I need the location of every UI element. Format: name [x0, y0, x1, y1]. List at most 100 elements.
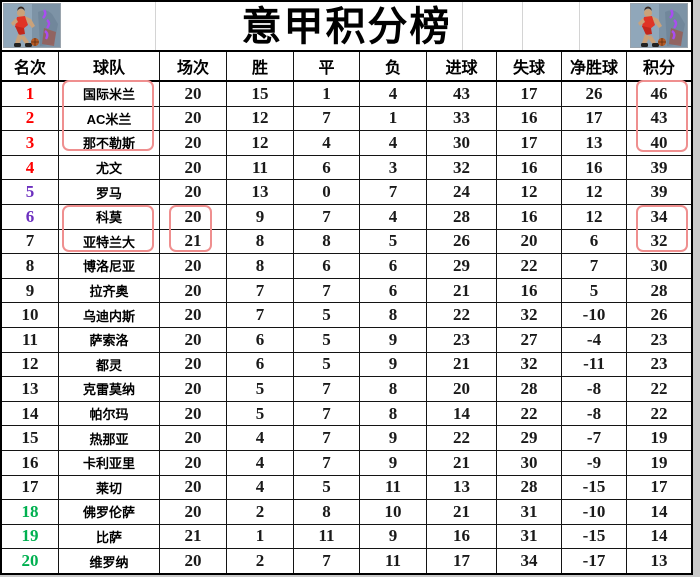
rank-value: 1 — [25, 83, 35, 103]
rank-value: 20 — [21, 551, 39, 571]
cell-ga: 16 — [497, 204, 562, 229]
cell-gd: -10 — [562, 500, 627, 524]
cell-gd: 6 — [562, 229, 627, 254]
page-title: 意甲积分榜 — [241, 4, 452, 49]
cell-played: 20 — [160, 475, 227, 500]
cell-gd: -7 — [562, 426, 627, 450]
loss-value: 9 — [388, 354, 398, 374]
ga-value: 12 — [520, 182, 538, 202]
cell-win: 4 — [227, 426, 294, 450]
ga-value: 32 — [520, 305, 538, 325]
cell-win: 9 — [227, 204, 294, 229]
draw-value: 7 — [322, 428, 331, 448]
cell-played: 20 — [160, 303, 227, 327]
gf-value: 21 — [453, 354, 470, 374]
rank-value: 5 — [25, 182, 35, 202]
column-header-9: 积分 — [642, 60, 675, 77]
ga-value: 28 — [520, 378, 538, 398]
cell-draw: 7 — [294, 106, 360, 131]
rank-value: 13 — [21, 378, 39, 398]
cell-pts: 17 — [627, 476, 691, 500]
cell-loss: 11 — [360, 475, 427, 500]
cell-win: 13 — [227, 180, 294, 204]
cell-played: 20 — [160, 180, 227, 204]
win-value: 4 — [255, 428, 265, 448]
cell-rank: 17 — [2, 475, 59, 500]
team-name: 亚特兰大 — [82, 234, 135, 250]
rank-value: 11 — [21, 329, 39, 349]
cell-win: 1 — [227, 524, 294, 549]
cell-gd: 13 — [562, 131, 627, 155]
cell-played: 20 — [160, 450, 227, 475]
cell-gd: -4 — [562, 327, 627, 352]
cell-played: 20 — [160, 327, 227, 352]
played-value: 20 — [184, 452, 202, 472]
cell-draw: 6 — [294, 155, 360, 180]
draw-value: 5 — [322, 477, 331, 497]
loss-value: 4 — [388, 132, 398, 152]
loss-value: 9 — [388, 526, 398, 546]
cell-loss: 6 — [360, 254, 427, 278]
cell-pts: 23 — [627, 328, 691, 352]
rank-value: 19 — [21, 526, 39, 546]
ga-value: 31 — [520, 501, 538, 521]
cell-gf: 21 — [427, 278, 497, 303]
table-row: 13 克雷莫纳 20 5 7 8 20 28 -8 22 — [2, 377, 691, 402]
loss-value: 8 — [388, 305, 398, 325]
cell-draw: 5 — [294, 475, 360, 500]
cell-draw: 7 — [294, 450, 360, 475]
cell-pts: 34 — [627, 205, 691, 229]
table-row: 1 国际米兰 20 15 1 4 43 17 26 46 — [2, 82, 691, 107]
gf-value: 24 — [453, 182, 470, 202]
played-value: 20 — [184, 354, 202, 374]
cell-rank: 3 — [2, 131, 59, 155]
cell-win: 11 — [227, 155, 294, 180]
cell-loss: 4 — [360, 204, 427, 229]
rank-value: 3 — [25, 132, 35, 152]
cell-loss: 10 — [360, 500, 427, 524]
table-row: 2 AC米兰 20 12 7 1 33 16 17 43 — [2, 106, 691, 132]
cell-rank: 19 — [2, 524, 59, 549]
gf-value: 33 — [453, 108, 470, 128]
cell-rank: 8 — [2, 254, 59, 278]
team-name: 国际米兰 — [82, 87, 135, 103]
rank-value: 6 — [25, 206, 35, 226]
cell-team: 莱切 — [59, 475, 160, 500]
pts-value: 23 — [650, 329, 668, 349]
played-value: 20 — [184, 182, 202, 202]
pts-value: 19 — [650, 452, 668, 472]
win-value: 6 — [255, 354, 265, 374]
ga-value: 16 — [520, 108, 538, 128]
table-row: 12 都灵 20 6 5 9 21 32 -11 23 — [2, 352, 691, 378]
table-row: 18 佛罗伦萨 20 2 8 10 21 31 -10 14 — [2, 500, 691, 525]
pts-value: 23 — [650, 354, 668, 374]
rank-value: 9 — [25, 280, 35, 300]
gd-value: -15 — [582, 526, 606, 546]
gd-value: -7 — [586, 428, 602, 448]
cell-played: 20 — [160, 500, 227, 524]
cell-draw: 5 — [294, 303, 360, 327]
pts-value: 14 — [650, 501, 668, 521]
win-value: 9 — [255, 206, 265, 226]
played-value: 20 — [184, 403, 202, 423]
cell-team: 克雷莫纳 — [59, 377, 160, 401]
cell-ga: 16 — [497, 278, 562, 303]
cell-team: 博洛尼亚 — [59, 254, 160, 278]
gf-value: 26 — [453, 231, 470, 251]
cell-played: 20 — [160, 401, 227, 426]
cell-win: 5 — [227, 377, 294, 401]
column-header-4: 平 — [294, 52, 360, 80]
loss-value: 8 — [388, 378, 398, 398]
pts-value: 26 — [650, 305, 668, 325]
draw-value: 6 — [322, 255, 331, 275]
cell-team: 萨索洛 — [59, 327, 160, 352]
team-name: 那不勒斯 — [82, 136, 135, 152]
cell-win: 12 — [227, 106, 294, 131]
loss-value: 10 — [384, 501, 402, 521]
gf-value: 16 — [453, 526, 470, 546]
cell-rank: 14 — [2, 401, 59, 426]
cell-ga: 16 — [497, 106, 562, 131]
team-name: 比萨 — [95, 529, 122, 545]
cell-team: 罗马 — [59, 180, 160, 204]
played-value: 20 — [184, 501, 202, 521]
